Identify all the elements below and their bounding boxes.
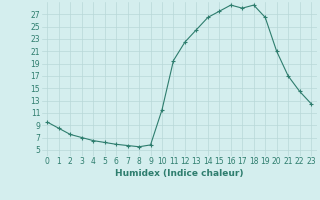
X-axis label: Humidex (Indice chaleur): Humidex (Indice chaleur) xyxy=(115,169,244,178)
